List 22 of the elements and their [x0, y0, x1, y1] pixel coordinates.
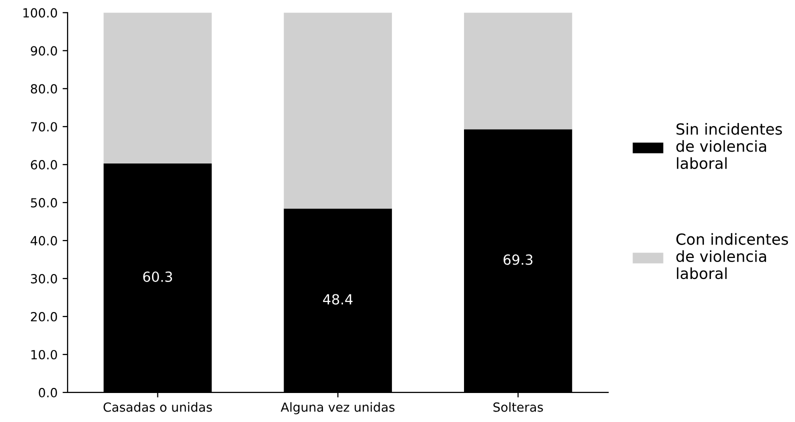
text: 20.0: [30, 312, 58, 322]
text: 90.0: [30, 46, 58, 56]
text: 70.0: [31, 122, 58, 132]
text: 10.0: [31, 350, 58, 360]
text: 30.0: [30, 274, 58, 284]
data-label: 60.3: [143, 271, 172, 282]
data-label: 69.3: [504, 254, 532, 265]
bar: [104, 12, 212, 164]
bar: [284, 12, 392, 209]
text: 100.0: [23, 8, 58, 18]
x-tick-label: Alguna vez unidas: [280, 402, 395, 414]
x-tick-label: Solteras: [493, 402, 543, 412]
data-label: 48.4: [323, 294, 353, 305]
text: 50.0: [30, 198, 58, 208]
text: 80.0: [30, 84, 58, 94]
bar: [464, 12, 572, 130]
legend-label: Sin incidentes de violencia laboral: [676, 123, 782, 170]
text: 60.0: [30, 160, 58, 170]
x-tick-label: Casadas o unidas: [104, 402, 212, 412]
legend-label: Con indicentes de violencia laboral: [676, 233, 788, 280]
text: 0.0: [38, 388, 58, 398]
text: 40.0: [30, 236, 58, 246]
